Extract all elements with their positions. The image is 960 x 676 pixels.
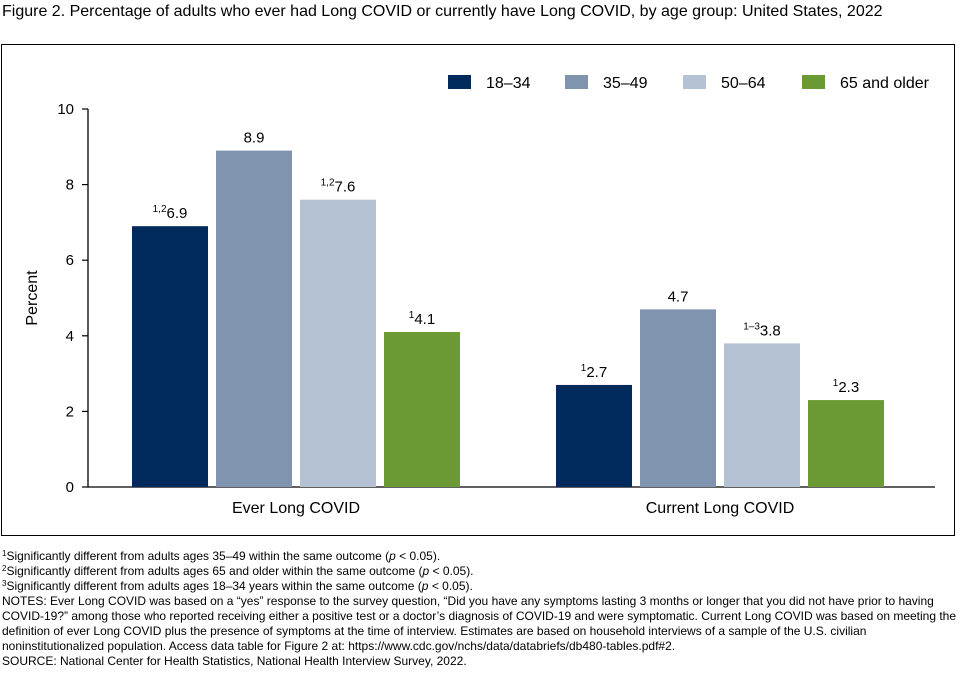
data-label: 1–33.8 [743,321,781,339]
legend-label: 35–49 [603,75,648,92]
category-label: Ever Long COVID [232,500,360,517]
bar-0-1 [556,384,632,487]
data-label: 4.7 [668,288,689,305]
source-text: SOURCE: National Center for Health Stati… [2,654,467,668]
notes-text: NOTES: Ever Long COVID was based on a “y… [2,594,957,653]
category-label: Current Long COVID [646,500,795,517]
data-label: 14.1 [409,310,435,328]
data-label: 8.9 [244,130,265,147]
data-label: 12.7 [581,363,607,381]
legend-swatch [448,75,471,89]
y-axis-title: Percent [24,270,41,326]
legend-swatch [683,75,706,89]
footnote-3: 3Significantly different from adults age… [2,579,473,593]
data-label: 12.3 [833,378,859,396]
legend-label: 65 and older [840,75,930,92]
figure-title: Figure 2. Percentage of adults who ever … [2,3,883,20]
bar-1-1 [640,309,716,487]
bar-3-0 [384,332,460,487]
footnote-1: 1Significantly different from adults age… [2,549,441,563]
y-tick-label: 8 [66,177,74,194]
legend-swatch [802,75,825,89]
legend-label: 50–64 [721,75,766,92]
y-tick-label: 0 [66,479,74,496]
bar-2-0 [300,199,376,487]
data-label: 1,26.9 [153,204,188,222]
legend-swatch [565,75,588,89]
y-tick-label: 4 [66,328,74,345]
footnote-2: 2Significantly different from adults age… [2,564,474,578]
chart-notes: 1Significantly different from adults age… [2,549,958,669]
y-tick-label: 10 [57,101,74,118]
bar-0-0 [132,226,208,487]
y-tick-label: 2 [66,403,74,420]
chart-frame: 0 2 4 6 8 10 Percent 1,26.9 8.9 1,27.6 14.1 Ever Lo… [1,44,955,536]
bar-1-0 [216,150,292,487]
legend-label: 18–34 [486,75,531,92]
data-label: 1,27.6 [321,178,356,196]
bar-2-1 [724,343,800,487]
bar-3-1 [808,400,884,487]
bar-chart: 0 2 4 6 8 10 Percent 1,26.9 8.9 1,27.6 14.1 Ever Lo… [24,75,935,517]
y-tick-label: 6 [66,252,74,269]
